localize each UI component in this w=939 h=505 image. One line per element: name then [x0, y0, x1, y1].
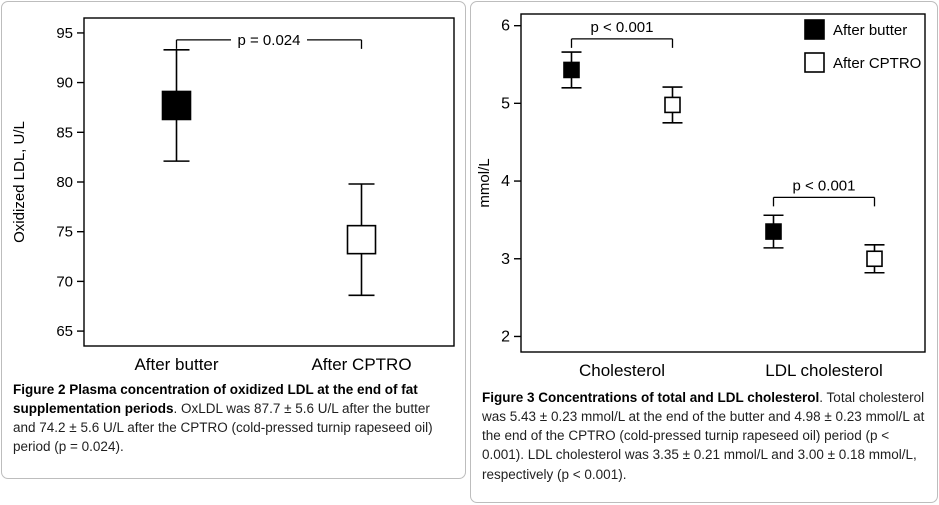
plot-frame: [83, 17, 455, 347]
plot-frame: [520, 13, 926, 353]
figure2-panel: 65 70 75 80 85 90 95 Oxidized LDL, U/L After but…: [1, 1, 466, 479]
y-tick-label: 4: [501, 173, 510, 190]
y-tick-label: 95: [56, 25, 73, 42]
figure3-panel: 2 3 4 5 6 mmol/L Cholesterol LDL cholesterol p <…: [470, 1, 938, 503]
y-tick-label: 3: [501, 251, 510, 268]
y-tick-label: 90: [56, 75, 73, 92]
y-tick-label: 5: [501, 95, 510, 112]
x-category-label: After butter: [134, 355, 218, 374]
oxldl-error-bar-chart: 65 70 75 80 85 90 95 Oxidized LDL, U/L After but…: [4, 4, 463, 376]
y-tick-label: 85: [56, 124, 73, 141]
y-tick-label: 6: [501, 18, 510, 35]
legend-swatch: [804, 52, 825, 73]
figure2-caption-body: . OxLDL was 87.7 ± 5.6 U/L after the but…: [13, 401, 433, 455]
y-tick-label: 65: [56, 323, 73, 340]
marker-filled-square: [765, 223, 782, 240]
y-tick-label: 2: [501, 328, 510, 345]
oxldl-chart-svg: 65 70 75 80 85 90 95 Oxidized LDL, U/L After but…: [11, 17, 455, 374]
figure3-caption-title: Figure 3 Concentrations of total and LDL…: [482, 390, 820, 405]
p-value-label: p < 0.001: [591, 19, 654, 36]
figure2-caption: Figure 2 Plasma concentration of oxidize…: [13, 380, 454, 457]
cholesterol-error-bar-chart: 2 3 4 5 6 mmol/L Cholesterol LDL cholesterol p <…: [473, 4, 935, 384]
legend-label: After CPTRO: [833, 55, 921, 72]
y-tick-label: 70: [56, 273, 73, 290]
bracket-label-bg: [231, 30, 307, 49]
x-category-label: Cholesterol: [579, 361, 665, 380]
y-tick-label: 75: [56, 224, 73, 241]
marker-open-square: [346, 224, 377, 255]
x-category-label: LDL cholesterol: [765, 361, 883, 380]
y-axis-label: mmol/L: [476, 158, 493, 207]
y-tick-label: 80: [56, 174, 73, 191]
legend-swatch: [804, 19, 825, 40]
p-value-label: p < 0.001: [793, 177, 856, 194]
y-axis-label: Oxidized LDL, U/L: [11, 121, 28, 243]
cholesterol-chart-svg: 2 3 4 5 6 mmol/L Cholesterol LDL cholesterol p <…: [476, 13, 926, 380]
marker-filled-square: [563, 61, 580, 79]
figure3-caption-body: . Total cholesterol was 5.43 ± 0.23 mmol…: [482, 390, 925, 482]
legend-label: After butter: [833, 22, 907, 39]
marker-filled-square: [161, 90, 192, 121]
x-category-label: After CPTRO: [311, 355, 411, 374]
figure2-caption-title: Figure 2 Plasma concentration of oxidize…: [13, 382, 418, 417]
figure3-caption: Figure 3 Concentrations of total and LDL…: [482, 388, 926, 484]
p-value-label: p = 0.024: [238, 32, 301, 49]
marker-open-square: [866, 250, 883, 268]
marker-open-square: [664, 96, 681, 114]
